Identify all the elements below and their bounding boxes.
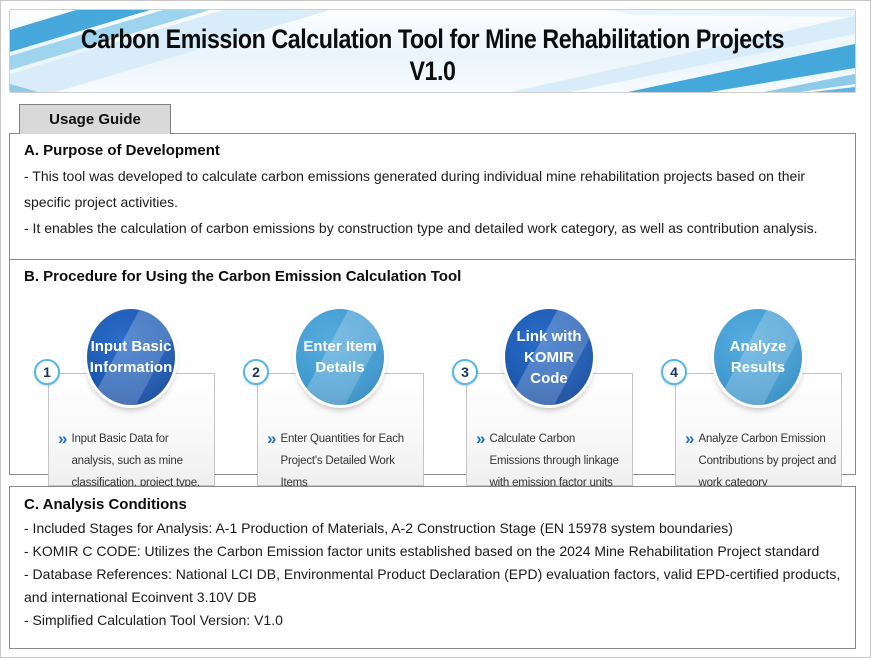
app-title-line2: (Practical Evaluation Version): [69, 87, 796, 92]
procedure-steps: » Input Basic Data for analysis, such as…: [24, 309, 842, 511]
step-4-number-badge: 4: [661, 359, 687, 385]
step-1-circle-label-line: Input Basic: [90, 338, 172, 355]
step-2-circle: Enter Item Details: [296, 309, 384, 405]
double-chevron-right-icon: »: [476, 429, 486, 448]
tab-usage-guide[interactable]: Usage Guide: [19, 104, 171, 134]
step-1-circle-label-line: Information: [89, 359, 173, 376]
section-b-heading: B. Procedure for Using the Carbon Emissi…: [24, 268, 462, 285]
section-a-paragraph-2: - It enables the calculation of carbon e…: [24, 220, 818, 236]
step-3: » Calculate Carbon Emissions through lin…: [452, 309, 633, 493]
step-3-number-badge: 3: [452, 359, 478, 385]
section-analysis-conditions: C. Analysis Conditions - Included Stages…: [9, 486, 856, 649]
step-2-description: Enter Quantities for Each Project's Deta…: [280, 433, 404, 489]
step-3-circle-label-line: KOMIR: [524, 348, 574, 366]
section-c-paragraph-1: - Included Stages for Analysis: A-1 Prod…: [24, 520, 733, 536]
app-title-line1: Carbon Emission Calculation Tool for Min…: [80, 24, 785, 86]
section-purpose: A. Purpose of Development - This tool wa…: [10, 134, 855, 260]
step-2-circle-label-line: Details: [315, 359, 365, 376]
section-c-paragraph-3: - Database References: National LCI DB, …: [24, 566, 841, 605]
step-3-description: Calculate Carbon Emissions through linka…: [489, 433, 619, 489]
guide-box: A. Purpose of Development - This tool wa…: [9, 133, 856, 511]
double-chevron-right-icon: »: [267, 429, 277, 448]
title-banner: Carbon Emission Calculation Tool for Min…: [9, 9, 856, 93]
section-a-paragraph-1: - This tool was developed to calculate c…: [24, 168, 806, 210]
section-c-paragraph-2: - KOMIR C CODE: Utilizes the Carbon Emis…: [24, 543, 820, 559]
step-1-circle: Input Basic Information: [87, 309, 175, 405]
section-procedure: B. Procedure for Using the Carbon Emissi…: [10, 260, 855, 511]
section-a-heading: A. Purpose of Development: [24, 142, 220, 159]
double-chevron-right-icon: »: [58, 429, 68, 448]
step-2-number-badge: 2: [243, 359, 269, 385]
banner-title: Carbon Emission Calculation Tool for Min…: [10, 10, 855, 92]
step-3-circle-label-line: Code: [530, 369, 568, 387]
section-c-paragraph-4: - Simplified Calculation Tool Version: V…: [24, 612, 283, 628]
section-c-heading: C. Analysis Conditions: [24, 496, 187, 513]
step-4-description: Analyze Carbon Emission Contributions by…: [698, 433, 837, 489]
step-1: » Input Basic Data for analysis, such as…: [34, 309, 215, 511]
step-4-circle: Analyze Results: [714, 309, 802, 405]
step-2: » Enter Quantities for Each Project's De…: [243, 309, 424, 493]
step-4-circle-label-line: Analyze: [729, 338, 787, 355]
step-3-circle-label-line: Link with: [516, 327, 582, 345]
step-2-circle-label-line: Enter Item: [303, 338, 377, 355]
step-3-circle: Link with KOMIR Code: [505, 309, 593, 405]
banner-stripes-decoration: [10, 10, 855, 92]
double-chevron-right-icon: »: [685, 429, 695, 448]
step-1-number-badge: 1: [34, 359, 60, 385]
step-4: » Analyze Carbon Emission Contributions …: [661, 309, 842, 493]
step-4-circle-label-line: Results: [730, 359, 786, 376]
